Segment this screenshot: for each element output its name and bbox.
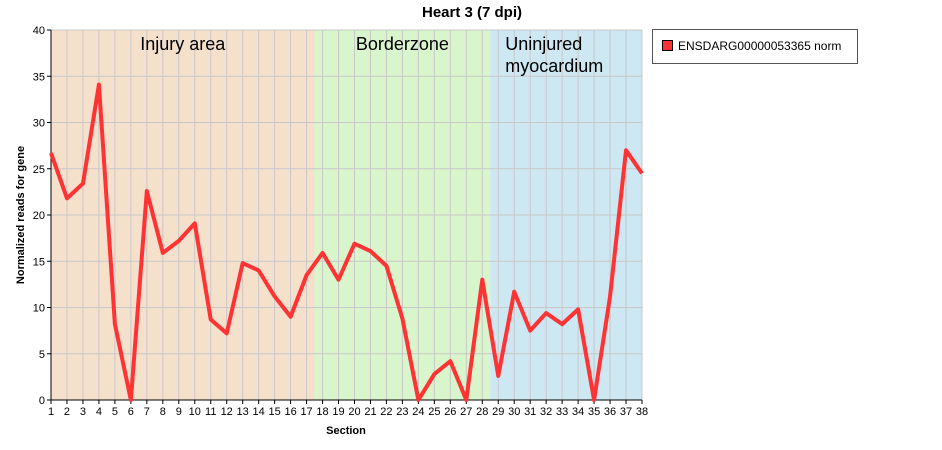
x-tick-label: 24 (412, 406, 424, 418)
y-tick-label: 20 (33, 210, 45, 222)
x-tick-label: 36 (604, 406, 616, 418)
y-tick-label: 5 (39, 349, 45, 361)
x-tick-label: 17 (300, 406, 312, 418)
x-tick-label: 21 (364, 406, 376, 418)
region-label-0: Injury area (140, 34, 226, 54)
x-tick-label: 3 (80, 406, 86, 418)
x-tick-label: 34 (572, 406, 584, 418)
x-tick-label: 25 (428, 406, 440, 418)
x-tick-label: 19 (332, 406, 344, 418)
x-tick-label: 2 (64, 406, 70, 418)
y-tick-label: 40 (33, 25, 45, 37)
x-tick-label: 32 (540, 406, 552, 418)
x-axis-label: Section (326, 425, 366, 437)
y-axis-label: Normalized reads for gene (15, 146, 27, 284)
x-tick-label: 11 (205, 406, 216, 418)
series-lines (49, 82, 644, 402)
y-tick-label: 15 (33, 256, 45, 268)
x-tick-label: 33 (556, 406, 568, 418)
y-tick-label: 30 (33, 118, 45, 130)
x-tick-label: 5 (112, 406, 118, 418)
series-line-0 (49, 82, 644, 402)
x-tick-label: 8 (160, 406, 166, 418)
x-tick-label: 7 (144, 406, 150, 418)
x-tick-label: 10 (189, 406, 201, 418)
x-tick-label: 29 (492, 406, 504, 418)
x-tick-label: 12 (221, 406, 233, 418)
x-tick-label: 4 (96, 406, 102, 418)
x-tick-label: 15 (268, 406, 280, 418)
region-label-1: Borderzone (356, 34, 449, 54)
x-tick-label: 23 (396, 406, 408, 418)
x-tick-label: 20 (348, 406, 360, 418)
legend-swatch (662, 40, 673, 51)
x-tick-label: 9 (176, 406, 182, 418)
x-tick-label: 18 (316, 406, 328, 418)
y-tick-label: 10 (33, 303, 45, 315)
y-tick-label: 35 (33, 71, 45, 83)
region-label-2: Uninjured myocardium (505, 34, 603, 76)
y-tick-label: 0 (39, 395, 45, 407)
chart-title: Heart 3 (7 dpi) (422, 4, 522, 21)
x-tick-label: 30 (508, 406, 520, 418)
region-labels: Injury area Borderzone Uninjured myocardium (140, 34, 603, 76)
x-tick-label: 1 (48, 406, 54, 418)
x-tick-label: 16 (284, 406, 296, 418)
x-tick-label: 26 (444, 406, 456, 418)
x-tick-label: 14 (253, 406, 265, 418)
x-tick-label: 37 (620, 406, 632, 418)
x-tick-label: 13 (237, 406, 249, 418)
chart-legend: ENSDARG00000053365 norm (652, 29, 858, 64)
x-tick-label: 38 (636, 406, 648, 418)
x-tick-label: 27 (460, 406, 472, 418)
x-tick-label: 22 (380, 406, 392, 418)
x-tick-label: 28 (476, 406, 488, 418)
x-tick-label: 6 (128, 406, 134, 418)
legend-label: ENSDARG00000053365 norm (678, 39, 842, 53)
x-tick-label: 31 (524, 406, 536, 418)
x-tick-label: 35 (588, 406, 600, 418)
y-tick-label: 25 (33, 164, 45, 176)
